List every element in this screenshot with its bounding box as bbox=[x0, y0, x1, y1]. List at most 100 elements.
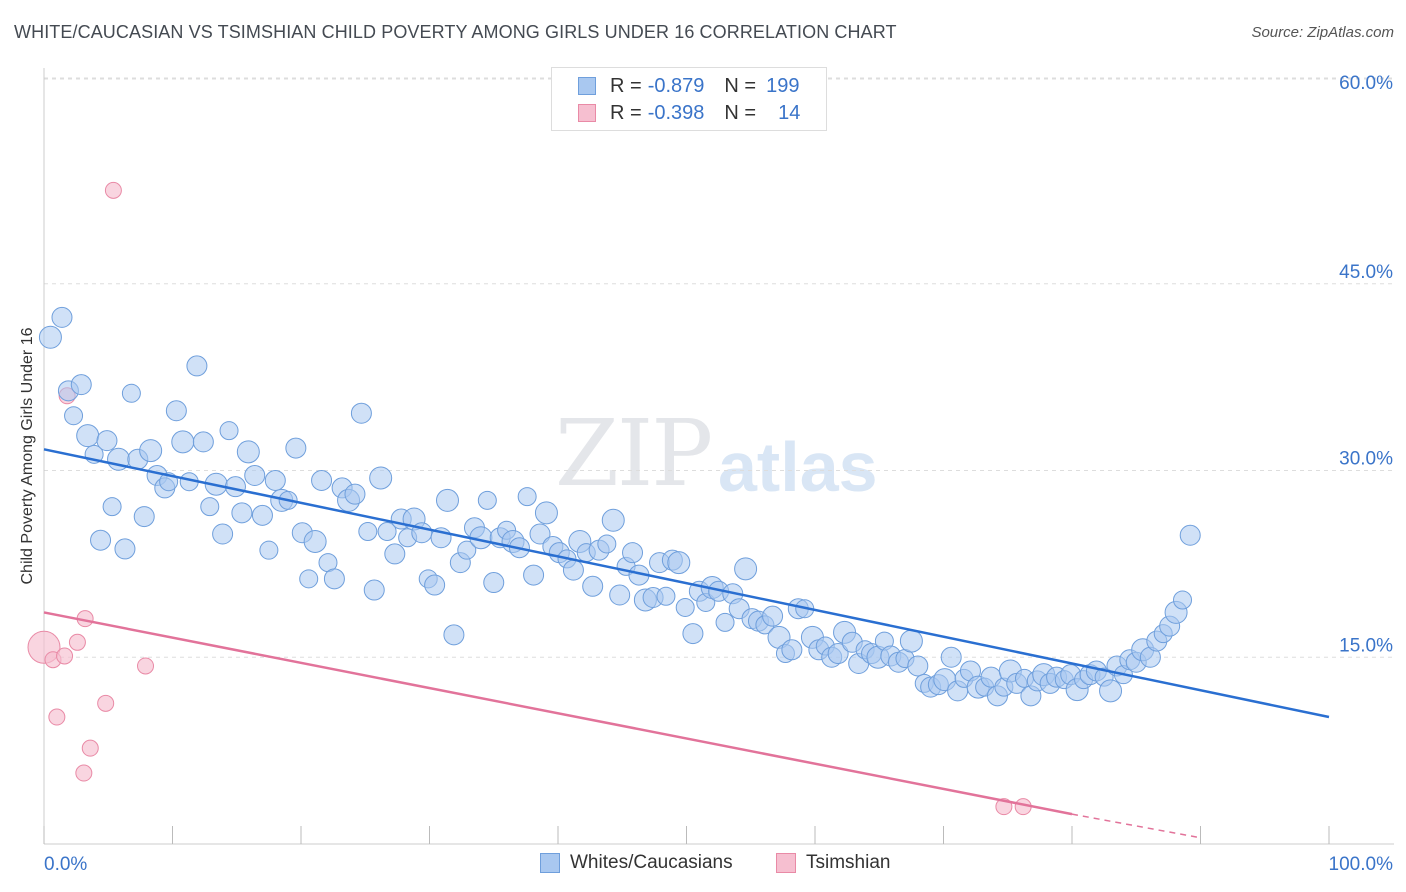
whites-point bbox=[90, 529, 112, 551]
whites-point bbox=[424, 574, 446, 596]
whites-point bbox=[192, 431, 214, 453]
chart-title: WHITE/CAUCASIAN VS TSIMSHIAN CHILD POVER… bbox=[14, 22, 897, 42]
whites-point bbox=[64, 406, 84, 426]
whites-trend-line bbox=[43, 448, 1330, 719]
legend-series: Whites/Caucasians Tsimshian bbox=[0, 852, 1406, 878]
whites-point bbox=[907, 655, 929, 677]
y-tick-label: 30.0% bbox=[1339, 449, 1393, 470]
whites-point bbox=[303, 529, 327, 553]
legend-label: Whites/Caucasians bbox=[570, 852, 733, 873]
whites-point bbox=[562, 559, 584, 581]
x-tick-label: 0.0% bbox=[44, 854, 87, 875]
whites-point bbox=[244, 464, 266, 486]
whites-point bbox=[251, 504, 273, 526]
tsimshian-point bbox=[97, 694, 115, 712]
n-label: N = bbox=[724, 101, 757, 124]
whites-point bbox=[369, 466, 393, 490]
whites-point bbox=[715, 612, 735, 632]
whites-point bbox=[350, 402, 372, 424]
tsimshian-trend-line bbox=[43, 611, 1073, 816]
whites-point bbox=[363, 579, 385, 601]
whites-point bbox=[622, 542, 644, 564]
whites-point bbox=[483, 572, 505, 594]
whites-point bbox=[601, 508, 625, 532]
r-value: -0.398 bbox=[647, 101, 705, 124]
whites-point bbox=[186, 355, 208, 377]
legend-swatch-pink bbox=[578, 104, 596, 122]
tsimshian-point bbox=[137, 657, 155, 675]
whites-point bbox=[96, 430, 118, 452]
x-tick-label: 100.0% bbox=[1329, 854, 1394, 875]
whites-point bbox=[212, 523, 234, 545]
whites-point bbox=[827, 643, 849, 665]
whites-point bbox=[582, 575, 604, 597]
legend-item-whites[interactable]: Whites/Caucasians bbox=[540, 852, 733, 874]
tsimshian-point bbox=[56, 647, 74, 665]
tsimshian-point bbox=[104, 181, 122, 199]
whites-point bbox=[529, 523, 551, 545]
r-value: -0.879 bbox=[647, 74, 705, 97]
tsimshian-point bbox=[81, 739, 99, 757]
legend-swatch-pink bbox=[776, 853, 796, 873]
legend-swatch-blue bbox=[540, 853, 560, 873]
whites-point bbox=[76, 424, 100, 448]
whites-point bbox=[121, 383, 141, 403]
whites-point bbox=[899, 629, 923, 653]
r-label: R = bbox=[610, 74, 642, 97]
y-tick-label: 15.0% bbox=[1339, 635, 1393, 656]
whites-point bbox=[675, 597, 695, 617]
legend-stats-row-tsimshian: R = -0.398 N = 14 bbox=[578, 101, 800, 125]
whites-point bbox=[940, 646, 962, 668]
whites-point bbox=[534, 501, 558, 525]
n-value: 199 bbox=[766, 74, 800, 97]
whites-point bbox=[323, 568, 345, 590]
whites-point bbox=[102, 497, 122, 517]
whites-point bbox=[70, 374, 92, 396]
tsimshian-trend-extension bbox=[1071, 813, 1201, 839]
tsimshian-point bbox=[75, 764, 93, 782]
whites-point bbox=[311, 469, 333, 491]
legend-item-tsimshian[interactable]: Tsimshian bbox=[776, 852, 890, 874]
whites-point bbox=[299, 569, 319, 589]
whites-point bbox=[1173, 590, 1193, 610]
whites-point bbox=[1099, 679, 1123, 703]
whites-point bbox=[344, 483, 366, 505]
whites-point bbox=[219, 421, 239, 441]
whites-point bbox=[377, 522, 397, 542]
whites-point bbox=[517, 487, 537, 507]
whites-point bbox=[609, 584, 631, 606]
whites-point bbox=[667, 551, 691, 575]
whites-point bbox=[38, 325, 62, 349]
whites-point bbox=[259, 540, 279, 560]
n-label: N = bbox=[724, 74, 757, 97]
legend-stats: R = -0.879 N = 199 R = -0.398 N = 14 bbox=[551, 67, 827, 131]
whites-point bbox=[597, 534, 617, 554]
whites-point bbox=[477, 490, 497, 510]
whites-point bbox=[443, 624, 465, 646]
watermark-zip: ZIP bbox=[555, 400, 713, 507]
whites-point bbox=[682, 623, 704, 645]
tsimshian-point bbox=[68, 633, 86, 651]
whites-point bbox=[358, 522, 378, 542]
whites-point bbox=[51, 306, 73, 328]
whites-point bbox=[457, 540, 477, 560]
n-value: 14 bbox=[778, 101, 801, 124]
whites-point bbox=[200, 497, 220, 517]
whites-point bbox=[435, 488, 459, 512]
whites-point bbox=[114, 538, 136, 560]
y-tick-label: 45.0% bbox=[1339, 262, 1393, 283]
whites-point bbox=[384, 543, 406, 565]
r-label: R = bbox=[610, 101, 642, 124]
whites-point bbox=[165, 400, 187, 422]
whites-point bbox=[139, 439, 163, 463]
whites-point bbox=[656, 586, 676, 606]
whites-point bbox=[231, 502, 253, 524]
whites-point bbox=[1179, 524, 1201, 546]
whites-point bbox=[236, 440, 260, 464]
whites-point bbox=[781, 639, 803, 661]
legend-stats-row-whites: R = -0.879 N = 199 bbox=[578, 74, 799, 98]
whites-point bbox=[133, 506, 155, 528]
whites-point bbox=[734, 557, 758, 581]
source-label: Source: ZipAtlas.com bbox=[1251, 24, 1394, 41]
